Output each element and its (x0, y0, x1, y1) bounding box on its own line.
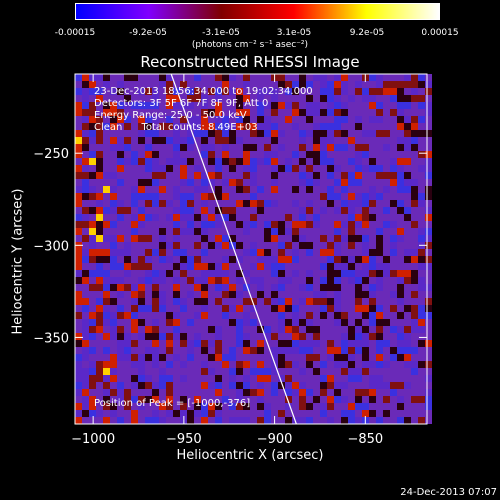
colorbar-tick: 3.1e-05 (276, 28, 312, 38)
y-tick-label: −350 (33, 331, 69, 346)
colorbar-tick: -0.00015 (54, 28, 96, 38)
x-tick-label: −950 (166, 432, 202, 447)
x-tick-label: −1000 (71, 432, 115, 447)
x-axis-label: Heliocentric X (arcsec) (176, 448, 324, 463)
time-range-annotation: 23-Dec-2013 18:56:34.000 to 19:02:34.000 (94, 86, 313, 97)
x-tick-label: −900 (257, 432, 293, 447)
peak-annotation: Position of Peak = [-1000,-376] (94, 398, 251, 409)
colorbar-tick: 9.2e-05 (349, 28, 385, 38)
timestamp: 24-Dec-2013 07:07 (400, 487, 497, 498)
y-tick-label: −250 (33, 147, 69, 162)
detectors-annotation: Detectors: 3F 5F 6F 7F 8F 9F, Att 0 (94, 98, 269, 109)
limb-line (170, 73, 297, 425)
energy-annotation: Energy Range: 25.0 - 50.0 keV (94, 110, 247, 121)
colorbar-unit: (photons cm⁻² s⁻¹ asec⁻²) (191, 40, 309, 50)
counts-annotation: Clean Total counts: 8.49E+03 (94, 122, 258, 133)
heatmap-cells (75, 74, 432, 424)
y-axis-label: Heliocentric Y (arcsec) (10, 188, 26, 335)
x-tick-label: −850 (347, 432, 383, 447)
colorbar (75, 3, 440, 20)
colorbar-tick: -3.1e-05 (202, 28, 240, 38)
colorbar-tick: 0.00015 (421, 28, 459, 38)
plot-frame (74, 73, 428, 425)
chart-title: Reconstructed RHESSI Image (140, 53, 360, 71)
colorbar-tick: -9.2e-05 (129, 28, 167, 38)
y-tick-label: −300 (33, 239, 69, 254)
